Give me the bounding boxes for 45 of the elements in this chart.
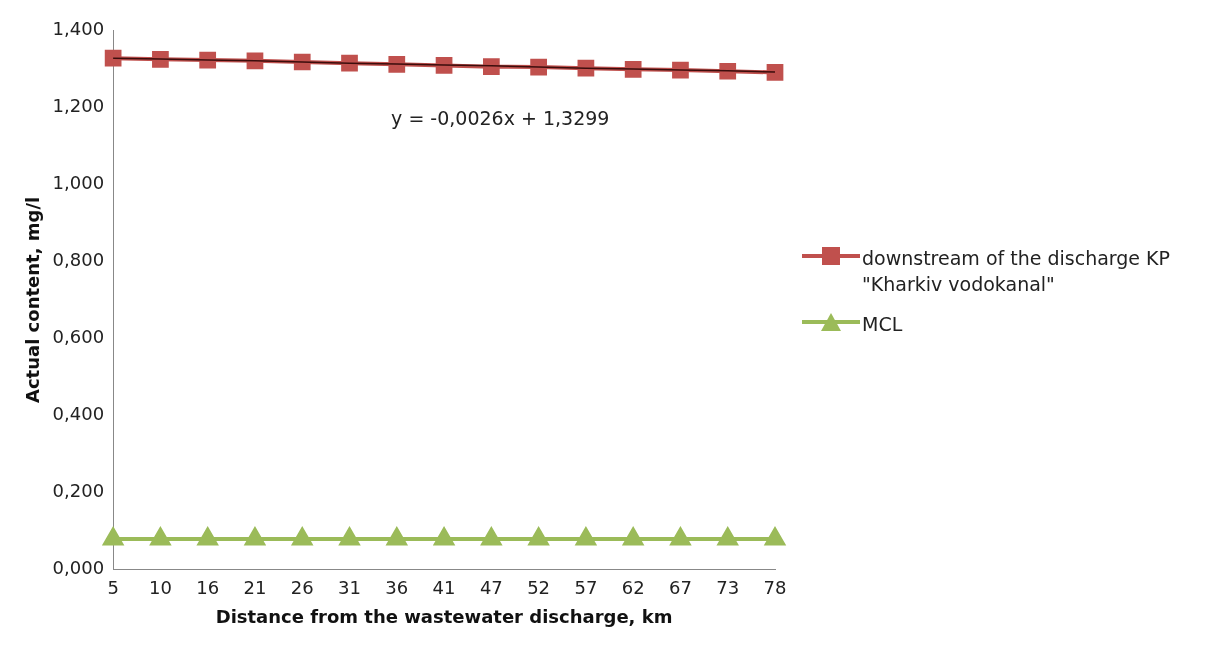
point	[386, 527, 407, 546]
point	[197, 527, 218, 546]
x-tick-label: 67	[668, 577, 692, 599]
x-tick-label: 78	[763, 577, 787, 599]
y-tick-label: 0,800	[52, 249, 105, 271]
y-tick-label: 0,400	[52, 403, 105, 425]
x-axis-title: Distance from the wastewater discharge, km	[215, 605, 673, 627]
point	[292, 527, 313, 546]
x-tick-label: 57	[574, 577, 598, 599]
x-tick-label: 47	[479, 577, 503, 599]
y-tick-label: 0,200	[52, 480, 105, 502]
y-axis-title: Actual content, mg/l	[22, 196, 44, 403]
annotation: y = -0,0026x + 1,3299	[391, 106, 610, 129]
point	[528, 527, 549, 546]
point	[103, 527, 123, 546]
legend-label: downstream of the discharge KP "Kharkiv vodokanal"	[862, 246, 1172, 297]
x-tick-label: 21	[243, 577, 267, 599]
point	[623, 527, 643, 546]
point	[104, 49, 122, 67]
point	[150, 527, 171, 546]
x-tick-label: 52	[527, 577, 551, 599]
x-tick-label: 31	[338, 577, 361, 599]
point	[576, 527, 596, 546]
x-tick-label: 73	[716, 577, 740, 599]
x-tick-label: 41	[432, 577, 456, 599]
point	[717, 527, 738, 546]
point	[766, 64, 784, 81]
legend-label: MCL	[862, 312, 904, 337]
point	[670, 527, 691, 546]
y-tick-label: 0,000	[52, 557, 105, 579]
x-tick-label: 10	[148, 577, 172, 599]
x-tick-label: 62	[621, 577, 645, 599]
x-tick-label: 5	[107, 577, 119, 599]
point	[245, 527, 265, 546]
x-tick-label: 16	[196, 577, 220, 599]
x-tick-label: 26	[290, 577, 314, 599]
y-tick-label: 0,600	[52, 326, 105, 348]
point	[481, 527, 502, 546]
point	[765, 527, 785, 546]
x-tick-label: 36	[385, 577, 409, 599]
y-tick-label: 1,000	[52, 171, 105, 193]
point	[434, 527, 454, 546]
y-tick-label: 1,400	[52, 17, 105, 39]
y-tick-label: 1,200	[52, 94, 105, 116]
point	[339, 527, 360, 546]
